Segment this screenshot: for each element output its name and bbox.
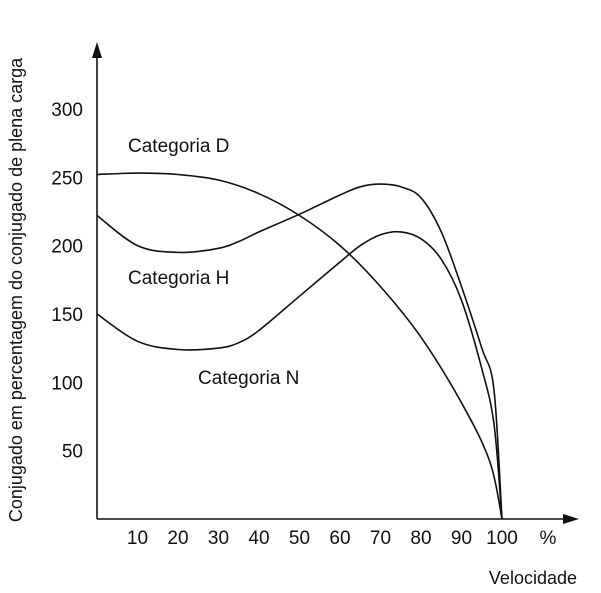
series-line-categoria-h [96,183,503,520]
series-label-categoria-d: Categoria D [128,136,229,157]
x-axis-title: Velocidade [489,568,577,588]
y-tick-label-150: 150 [51,305,83,326]
x-tick-label-60: 60 [329,528,350,549]
y-tick-label-100: 100 [51,373,83,394]
series-line-categoria-n [96,230,503,520]
y-axis-arrow [92,42,102,58]
y-tick-labels: 50 100 150 200 250 300 [51,100,83,463]
series-lines [96,172,503,520]
x-unit-label: % [540,528,557,549]
y-tick-label-300: 300 [51,100,83,121]
x-tick-label-40: 40 [248,528,269,549]
series-line-categoria-d [96,172,503,520]
y-tick-label-250: 250 [51,168,83,189]
y-axis-title: Conjugado em percentagem do conjugado de… [6,57,26,522]
y-tick-label-50: 50 [62,442,83,463]
x-tick-label-10: 10 [127,528,148,549]
x-tick-label-90: 90 [451,528,472,549]
x-tick-label-20: 20 [167,528,188,549]
x-tick-labels: 10 20 30 40 50 60 70 80 90 100 [127,528,518,549]
series-label-categoria-h: Categoria H [128,268,229,289]
x-tick-label-50: 50 [289,528,310,549]
x-tick-label-80: 80 [410,528,431,549]
x-axis-arrow [563,514,579,524]
x-tick-label-70: 70 [370,528,391,549]
series-label-categoria-n: Categoria N [198,368,299,389]
x-tick-label-100: 100 [486,528,518,549]
x-tick-label-30: 30 [208,528,229,549]
y-tick-label-200: 200 [51,237,83,258]
